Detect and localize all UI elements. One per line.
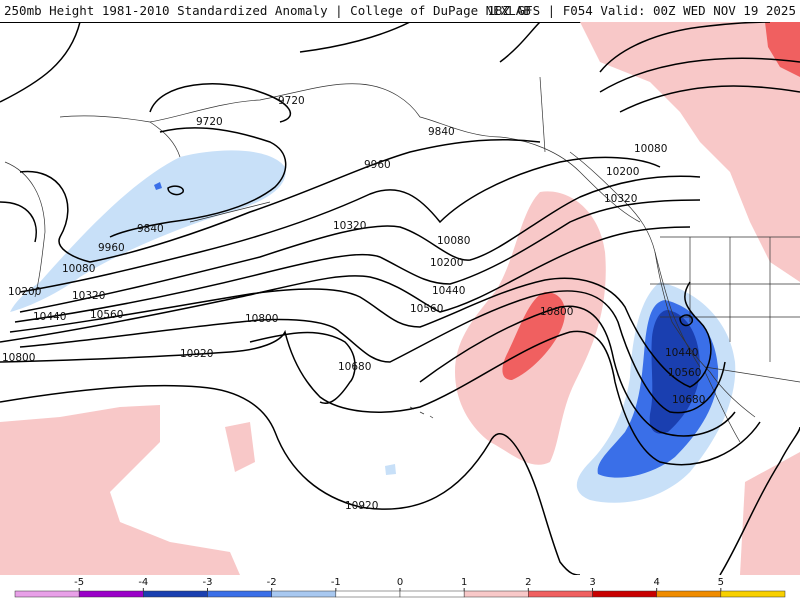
colorbar-swatch (656, 590, 722, 598)
contour-label: 10560 (668, 367, 701, 379)
contour-10200 (14, 199, 701, 323)
contour-label: 10920 (345, 500, 378, 512)
contour-label: 10560 (90, 309, 123, 321)
contour-9720 (109, 83, 292, 238)
contour-label: 10800 (2, 352, 35, 364)
coastlines (4, 76, 800, 443)
alaska-canada-border (539, 76, 546, 153)
contour-small-west (167, 185, 184, 196)
contour-label: 10800 (245, 313, 278, 325)
map-title: 250mb Height 1981-2010 Standardized Anom… (4, 3, 531, 18)
colorbar-swatch (592, 590, 657, 598)
contour-10080 (19, 175, 701, 313)
colorbar-tick-label: 3 (589, 577, 595, 588)
negative-anomaly-small (385, 464, 396, 475)
us-west-coast (654, 251, 756, 418)
bering-coast (59, 115, 181, 158)
contour-9960 (19, 156, 661, 293)
contour-label: 10680 (672, 394, 705, 406)
bc-coast (569, 151, 701, 368)
colorbar-swatch (143, 590, 208, 598)
contour-10800 (0, 329, 761, 466)
colorbar-swatch (720, 590, 786, 598)
positive-anomaly-northeast (580, 22, 800, 282)
contour-north-edge (299, 22, 771, 73)
contour-label: 10320 (72, 290, 105, 302)
contour-label: 9840 (137, 223, 164, 235)
colorbar-swatch (528, 590, 593, 598)
colorbar-tick-label: 5 (718, 577, 724, 588)
colorbar-ticks: -5 -4 -3 -2 -1 0 1 2 3 4 5 (74, 577, 724, 591)
contour-labels: 9720 9720 9840 9840 9960 9960 10080 1008… (2, 95, 705, 512)
colorbar-tick-label: -5 (74, 577, 84, 588)
contour-label: 10080 (62, 263, 95, 275)
contour-label: 10560 (410, 303, 443, 315)
contour-10560 (19, 290, 726, 414)
contour-label: 9720 (278, 95, 305, 107)
contour-small-east (679, 314, 694, 327)
contour-10440 (9, 277, 712, 388)
contour-9840 (19, 138, 541, 263)
colorbar-swatch (399, 590, 465, 598)
anomaly-colorbar: -5 -4 -3 -2 -1 0 1 2 3 4 5 (14, 577, 786, 598)
colorbar-tick-label: -1 (331, 577, 341, 588)
contour-label: 10080 (437, 235, 470, 247)
run-info: 18Z GFS | F054 Valid: 00Z WED NOV 19 202… (487, 3, 796, 18)
state-lines (650, 237, 800, 362)
contour-northeast (599, 57, 800, 113)
us-mexico-border (704, 366, 800, 383)
colorbar-swatch (78, 590, 144, 598)
colorbar-tick-label: 1 (461, 577, 467, 588)
colorbar-tick-label: -2 (267, 577, 277, 588)
contour-label: 10440 (665, 347, 698, 359)
contour-label: 10680 (338, 361, 371, 373)
contour-10920 (0, 384, 800, 575)
contour-label: 10320 (604, 193, 637, 205)
strong-positive-anomaly-central (502, 292, 565, 380)
strong-positive-anomaly-northeast (765, 22, 800, 77)
anomaly-shading (0, 22, 800, 575)
positive-anomaly-southwest-2 (225, 422, 255, 472)
contour-label: 10800 (540, 306, 573, 318)
colorbar-swatch (335, 590, 401, 598)
positive-anomaly-southeast (740, 452, 800, 575)
baja-coast (704, 371, 741, 443)
anomaly-map: 9720 9720 9840 9840 9960 9960 10080 1008… (0, 22, 800, 575)
contour-west-edge (0, 22, 81, 243)
contour-label: 10920 (180, 348, 213, 360)
map-header: 250mb Height 1981-2010 Standardized Anom… (0, 0, 800, 23)
aleutian-chain (189, 201, 271, 223)
colorbar-tick-label: 0 (397, 577, 403, 588)
colorbar-swatch (207, 590, 272, 598)
height-contours (0, 22, 800, 575)
contour-label: 10080 (634, 143, 667, 155)
contour-label: 10200 (430, 257, 463, 269)
contour-10680 (249, 305, 736, 437)
contour-label: 9720 (196, 116, 223, 128)
colorbar-tick-label: -3 (203, 577, 213, 588)
contour-label: 10320 (333, 220, 366, 232)
negative-anomaly-west-core (154, 182, 162, 190)
contour-10320 (0, 226, 691, 343)
kamchatka-coast (4, 161, 46, 298)
negative-anomaly-southeast-core (649, 310, 700, 434)
contour-label: 10200 (606, 166, 639, 178)
contour-label: 9840 (428, 126, 455, 138)
positive-anomaly-southwest (0, 405, 240, 575)
colorbar-tick-label: 2 (525, 577, 531, 588)
contour-label: 10440 (432, 285, 465, 297)
colorbar-swatches (14, 590, 786, 598)
contour-label: 10440 (33, 311, 66, 323)
colorbar-tick-label: -4 (138, 577, 148, 588)
colorbar-swatch (14, 590, 80, 598)
contour-label: 10200 (8, 286, 41, 298)
contour-label: 9960 (98, 242, 125, 254)
alaska-coast (149, 83, 641, 223)
colorbar-swatch (271, 590, 337, 598)
colorbar-tick-label: 4 (653, 577, 659, 588)
negative-anomaly-west (10, 150, 286, 312)
colorbar-swatch (463, 590, 529, 598)
contour-label: 9960 (364, 159, 391, 171)
